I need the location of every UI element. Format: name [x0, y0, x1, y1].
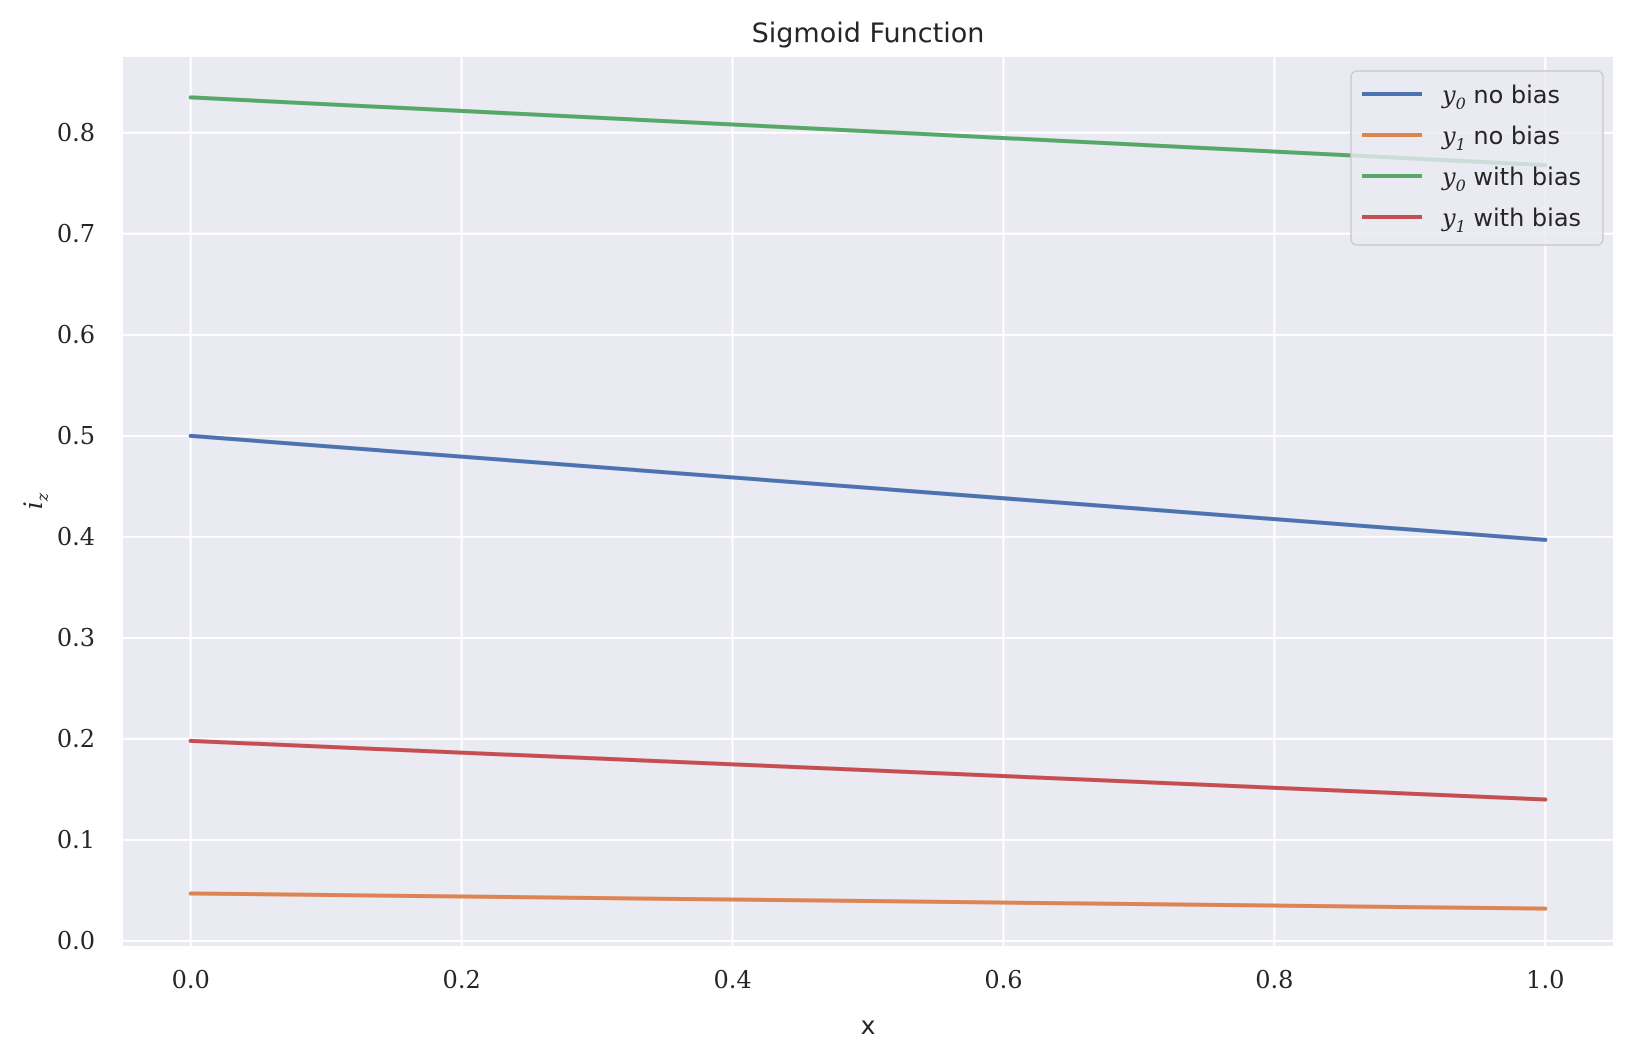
- y-tick-label: 0.4: [57, 523, 95, 551]
- legend-entry-var: y: [1441, 122, 1456, 150]
- legend-entry-4: y1 with bias: [1441, 204, 1581, 236]
- x-tick-label: 0.4: [713, 966, 751, 994]
- y-axis-label: iz: [19, 492, 52, 509]
- y-tick-label: 0.8: [57, 119, 95, 147]
- legend-entry-var: y: [1441, 163, 1456, 191]
- chart-title: Sigmoid Function: [752, 18, 985, 49]
- legend-entry-3: y0 with bias: [1441, 163, 1581, 195]
- x-tick-label: 0.8: [1255, 966, 1293, 994]
- legend-entry-text: with bias: [1466, 204, 1581, 232]
- legend-entry-var: y: [1441, 81, 1456, 109]
- x-tick-labels: 0.0 0.2 0.4 0.6 0.8 1.0: [172, 966, 1565, 994]
- legend-entry-2: y1 no bias: [1441, 122, 1560, 154]
- legend-entry-1: y0 no bias: [1441, 81, 1560, 113]
- y-tick-label: 0.0: [57, 927, 95, 955]
- y-tick-labels: 0.0 0.1 0.2 0.3 0.4 0.5 0.6 0.7 0.8: [57, 119, 95, 955]
- series-line-1: [188, 433, 1548, 542]
- y-axis-label-sub: z: [33, 492, 52, 502]
- series-line-3: [188, 95, 1548, 168]
- x-tick-label: 0.6: [984, 966, 1022, 994]
- x-tick-label: 0.0: [172, 966, 210, 994]
- legend-entry-text: with bias: [1466, 163, 1581, 191]
- series-lines: [188, 95, 1548, 911]
- legend-entry-text: no bias: [1466, 81, 1560, 109]
- legend-entry-sub: 1: [1456, 135, 1466, 154]
- legend-entry-sub: 1: [1456, 217, 1466, 236]
- y-tick-label: 0.2: [57, 725, 95, 753]
- legend-entry-var: y: [1441, 204, 1456, 232]
- series-line-2: [188, 891, 1548, 911]
- legend-entry-sub: 0: [1456, 176, 1466, 195]
- legend-entry-sub: 0: [1456, 94, 1466, 113]
- y-tick-label: 0.3: [57, 624, 95, 652]
- y-tick-label: 0.6: [57, 321, 95, 349]
- x-axis-label: x: [861, 1011, 876, 1040]
- x-tick-label: 1.0: [1526, 966, 1564, 994]
- x-tick-label: 0.2: [443, 966, 481, 994]
- y-axis-label-var: i: [19, 501, 48, 509]
- y-tick-label: 0.7: [57, 220, 95, 248]
- legend-entry-text: no bias: [1466, 122, 1560, 150]
- legend-box: [1350, 70, 1604, 246]
- series-line-4: [188, 738, 1548, 802]
- y-tick-label: 0.5: [57, 422, 95, 450]
- y-tick-label: 0.1: [57, 826, 95, 854]
